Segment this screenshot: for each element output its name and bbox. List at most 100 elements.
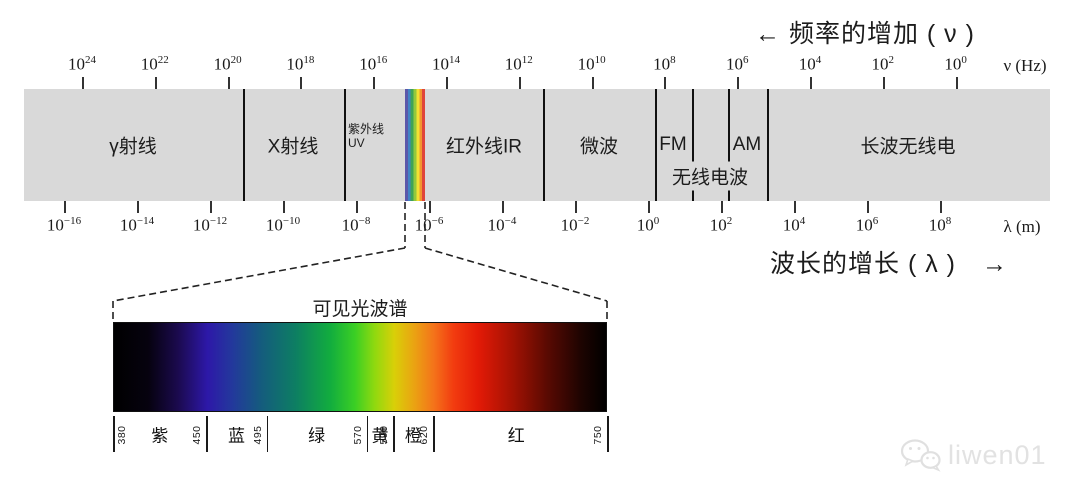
region-label-longwave-radio: 长波无线电 bbox=[860, 136, 956, 158]
wavelength-tick bbox=[721, 201, 723, 213]
wavelength-boundary-line bbox=[433, 416, 435, 452]
frequency-tick bbox=[882, 77, 885, 89]
frequency-tick-label: 104 bbox=[798, 54, 822, 74]
wavelength-tick bbox=[940, 201, 942, 213]
frequency-tick bbox=[82, 77, 84, 89]
region-label-x-ray: X射线 bbox=[267, 136, 319, 158]
wavelength-boundary-value: 450 bbox=[191, 425, 204, 445]
wavelength-boundary-value: 495 bbox=[251, 425, 264, 445]
visible-light-strip bbox=[405, 89, 425, 201]
region-label-am: AM bbox=[732, 134, 762, 155]
wavelength-tick bbox=[648, 201, 650, 213]
wavelength-tick-label: 10−6 bbox=[414, 215, 444, 235]
region-label-ultraviolet: 紫外线 UV bbox=[348, 122, 385, 151]
spectrum-band bbox=[24, 89, 1050, 201]
wavelength-tick-label: 10−12 bbox=[192, 215, 228, 235]
band-divider bbox=[243, 89, 245, 201]
spectrum-color-name: 紫 bbox=[151, 426, 169, 446]
region-label-radio-wave: 无线电波 bbox=[668, 161, 752, 191]
wavelength-tick bbox=[502, 201, 504, 213]
frequency-unit-label: ν (Hz) bbox=[1003, 56, 1047, 75]
frequency-tick-label: 108 bbox=[653, 54, 676, 74]
wavelength-boundary-line bbox=[366, 416, 369, 452]
wavelength-tick bbox=[794, 201, 796, 213]
wavelength-tick-label: 10−2 bbox=[560, 215, 590, 235]
frequency-tick-label: 1024 bbox=[68, 54, 96, 74]
frequency-tick-label: 102 bbox=[871, 54, 895, 74]
frequency-tick bbox=[227, 77, 230, 89]
watermark-text: liwen01 bbox=[948, 439, 1047, 470]
wavelength-tick-label: 100 bbox=[636, 215, 660, 235]
wavelength-boundary-line bbox=[206, 416, 208, 452]
frequency-tick-label: 1012 bbox=[504, 54, 533, 74]
wavelength-boundary-value: 590 bbox=[378, 425, 391, 445]
region-label-microwave: 微波 bbox=[579, 136, 619, 158]
wavelength-boundary-value: 380 bbox=[116, 425, 128, 445]
spectrum-color-name: 绿 bbox=[308, 426, 326, 446]
wavelength-tick bbox=[867, 201, 869, 213]
wavelength-boundary-line bbox=[113, 416, 115, 452]
wavelength-boundary-value: 620 bbox=[418, 425, 431, 445]
region-label-infrared: 红外线IR bbox=[445, 136, 523, 158]
frequency-tick bbox=[810, 77, 812, 89]
frequency-tick-label: 100 bbox=[944, 54, 967, 74]
wavelength-tick bbox=[64, 201, 66, 213]
frequency-tick-label: 1014 bbox=[432, 54, 460, 74]
region-label-fm: FM bbox=[659, 134, 687, 155]
spectrum-color-name: 橙 bbox=[404, 426, 422, 446]
wavelength-tick-label: 10−16 bbox=[46, 215, 82, 235]
visible-spectrum-box bbox=[113, 322, 607, 412]
wavelength-boundary-line bbox=[607, 416, 609, 452]
frequency-tick bbox=[955, 77, 958, 89]
wechat-icon bbox=[900, 439, 941, 472]
wavelength-tick-label: 102 bbox=[709, 215, 733, 235]
frequency-tick bbox=[591, 77, 594, 89]
wavelength-boundary-line bbox=[393, 416, 395, 452]
wavelength-tick bbox=[283, 201, 285, 213]
band-divider bbox=[655, 89, 657, 201]
band-divider bbox=[692, 89, 694, 201]
frequency-tick bbox=[154, 77, 157, 89]
frequency-tick-label: 1010 bbox=[577, 54, 606, 74]
frequency-tick bbox=[373, 77, 376, 89]
spectrum-color-name: 黄 bbox=[371, 426, 389, 446]
frequency-tick-label: 1016 bbox=[359, 54, 388, 74]
frequency-tick bbox=[737, 77, 740, 89]
wavelength-tick bbox=[575, 201, 577, 213]
band-divider bbox=[543, 89, 545, 201]
wavelength-direction-label: 波长的增长 ( λ ) → bbox=[770, 250, 1008, 278]
wavelength-tick-label: 10−14 bbox=[119, 215, 155, 235]
band-divider bbox=[767, 89, 769, 201]
wavelength-tick-label: 10−10 bbox=[265, 215, 301, 235]
spectrum-color-name: 红 bbox=[507, 426, 525, 446]
spectrum-color-name: 蓝 bbox=[228, 426, 245, 446]
frequency-tick bbox=[446, 77, 448, 89]
wavelength-tick bbox=[356, 201, 358, 213]
frequency-tick-label: 1018 bbox=[286, 54, 315, 74]
frequency-tick bbox=[300, 77, 303, 89]
wavelength-tick-label: 10−4 bbox=[487, 215, 517, 235]
frequency-tick-label: 1020 bbox=[213, 54, 242, 74]
wavelength-tick bbox=[137, 201, 139, 213]
wavelength-boundary-line bbox=[266, 416, 269, 452]
wavelength-tick-label: 108 bbox=[928, 215, 952, 235]
frequency-tick bbox=[664, 77, 667, 89]
frequency-direction-label: ← 频率的增加 ( ν ) bbox=[755, 20, 975, 48]
frequency-tick-label: 1022 bbox=[140, 54, 169, 74]
wavelength-tick-label: 106 bbox=[855, 215, 879, 235]
wavelength-unit-label: λ (m) bbox=[1003, 217, 1041, 236]
band-divider bbox=[344, 89, 346, 201]
wavelength-tick bbox=[210, 201, 212, 213]
frequency-tick bbox=[518, 77, 521, 89]
wavelength-boundary-value: 570 bbox=[351, 425, 364, 445]
wavelength-boundary-value: 750 bbox=[592, 425, 604, 445]
wavelength-tick bbox=[429, 201, 431, 213]
watermark: liwen01 bbox=[900, 438, 1047, 472]
wavelength-tick-label: 104 bbox=[782, 215, 806, 235]
frequency-tick-label: 106 bbox=[725, 54, 749, 74]
visible-spectrum-title: 可见光波谱 bbox=[312, 299, 408, 320]
wavelength-tick-label: 10−8 bbox=[341, 215, 371, 235]
band-divider bbox=[728, 89, 730, 201]
region-label-gamma-ray: γ射线 bbox=[109, 136, 157, 158]
